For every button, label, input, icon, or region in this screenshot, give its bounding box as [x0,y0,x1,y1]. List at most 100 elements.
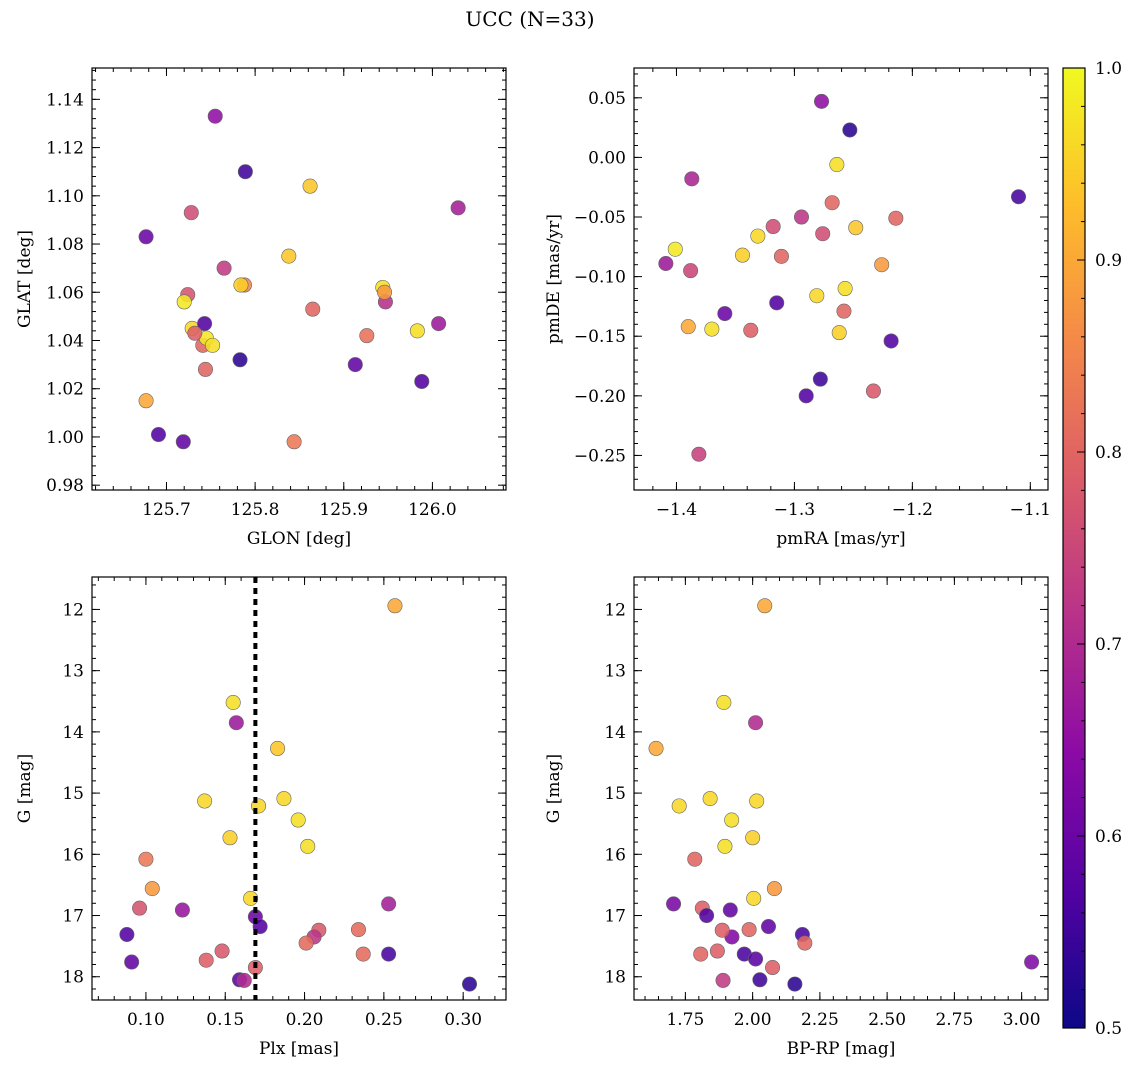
data-point [749,793,765,809]
data-point [377,284,393,300]
data-point [216,260,232,276]
data-point [236,972,252,988]
data-point [757,598,773,614]
data-point [717,838,733,854]
x-tick-label: 0.15 [206,1010,244,1030]
y-tick-label: 14 [62,723,84,743]
data-point [714,922,730,938]
data-point [743,322,759,338]
data-point [752,972,768,988]
data-point [414,373,430,389]
data-point [144,881,160,897]
data-point [765,219,781,235]
x-tick-label: 0.30 [444,1010,482,1030]
data-point [715,972,731,988]
data-point [874,257,890,273]
y-tick-label: 14 [604,723,626,743]
plot-frame [633,576,1049,1001]
y-tick-label: −0.20 [574,387,626,407]
y-tick-label: −0.10 [574,268,626,288]
colorbar-tick-label: 0.7 [1095,635,1122,655]
panel-glon-glat: 125.7 125.8 125.9 126.0 0.98 1.00 1.02 1.04 1.06… [15,67,507,549]
data-point [773,248,789,264]
data-point [237,164,253,180]
data-point [683,263,699,279]
y-tick-label: −0.05 [574,208,626,228]
data-point [824,195,840,211]
y-tick-label: 1.04 [46,331,84,351]
data-point [132,900,148,916]
plot-frame [91,67,507,491]
data-point [214,943,230,959]
y-tick-label: 1.12 [46,139,84,159]
x-axis-label: BP-RP [mag] [787,1039,896,1059]
y-tick-label: −0.25 [574,446,626,466]
data-point [1024,954,1040,970]
data-point [387,598,403,614]
y-tick-label: 18 [62,968,84,988]
panel-plx-g: 0.10 0.15 0.20 0.25 0.30 12 13 14 15 16 17 18 Plx [m… [15,576,507,1059]
data-point [197,361,213,377]
data-point [848,220,864,236]
data-point [842,122,858,138]
data-point [745,830,761,846]
y-tick-label: 12 [62,600,84,620]
data-point [748,715,764,731]
data-point [207,108,223,124]
data-point [225,694,241,710]
y-tick-label: 1.00 [46,428,84,448]
y-tick-label: 16 [62,845,84,865]
data-point [150,427,166,443]
x-tick-label: 2.00 [734,1010,772,1030]
x-tick-label: 126.0 [408,500,457,520]
data-point [222,830,238,846]
plot-frame [91,576,507,1001]
colorbar-gradient [1062,67,1086,1029]
x-tick-label: 2.50 [868,1010,906,1030]
data-point [748,951,764,967]
data-point [450,200,466,216]
data-point [198,952,214,968]
x-tick-label: 0.20 [286,1010,324,1030]
data-point [174,902,190,918]
data-point [138,851,154,867]
data-point [815,226,831,242]
data-point [684,171,700,187]
data-point [355,946,371,962]
y-tick-label: 1.14 [46,90,84,110]
data-point [722,902,738,918]
panel-pmra-pmde: −1.4 −1.3 −1.2 −1.1 −0.25 −0.20 −0.15 −0.10 −0.0… [544,67,1051,549]
data-point [667,241,683,257]
colorbar: 0.5 0.6 0.7 0.8 0.9 1.0 [1062,59,1122,1039]
y-tick-label: 17 [62,907,84,927]
data-point [717,306,733,322]
y-tick-label: 0.00 [588,148,626,168]
y-tick-label: 15 [604,784,626,804]
data-point [750,228,766,244]
x-tick-label: 0.25 [365,1010,403,1030]
data-point [232,352,248,368]
data-point [290,812,306,828]
x-tick-label: −1.3 [774,500,815,520]
y-tick-label: 18 [604,968,626,988]
data-point [666,896,682,912]
data-point [865,383,881,399]
data-point [276,791,292,807]
data-point [381,896,397,912]
data-point [119,926,135,942]
data-point [187,325,203,341]
data-point [831,325,847,341]
data-point [735,247,751,263]
data-point [1011,189,1027,205]
data-point [305,301,321,317]
data-point [658,256,674,272]
x-tick-label: 125.9 [319,500,368,520]
data-point [281,248,297,264]
colorbar-tick-label: 0.9 [1095,251,1122,271]
data-point [197,793,213,809]
data-point [836,303,852,319]
x-tick-label: 2.25 [801,1010,839,1030]
panel-bprp-g: 1.75 2.00 2.25 2.50 2.75 3.00 12 13 14 15 16 17 18 BP… [544,576,1049,1059]
x-tick-label: 125.8 [231,500,280,520]
